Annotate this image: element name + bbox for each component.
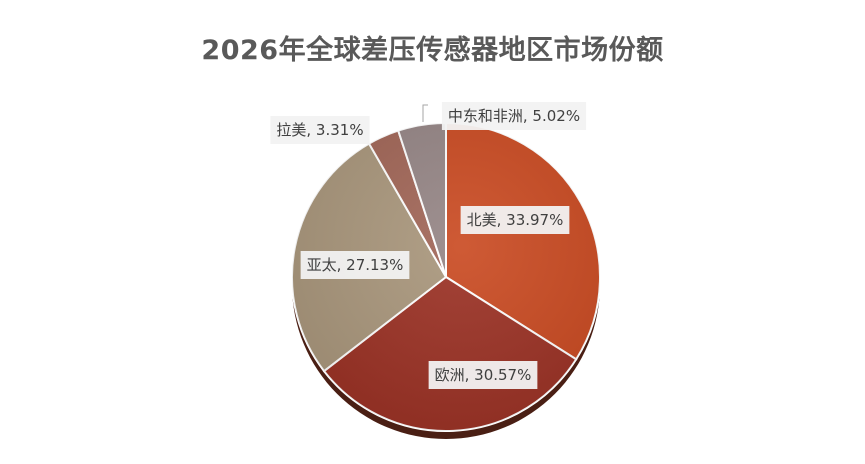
data-label-0: 北美, 33.97% — [460, 206, 570, 234]
data-label-box-1 — [428, 361, 538, 389]
data-label-3: 拉美, 3.31% — [270, 116, 370, 144]
data-label-box-2 — [300, 251, 410, 279]
data-label-1: 欧洲, 30.57% — [428, 361, 538, 389]
data-label-2: 亚太, 27.13% — [300, 251, 410, 279]
chart-title: 2026年全球差压传感器地区市场份额 — [201, 35, 664, 66]
data-label-box-3 — [270, 116, 370, 144]
data-label-4: 中东和非洲, 5.02% — [441, 102, 587, 130]
label-leader-line — [422, 104, 428, 122]
data-label-box-0 — [460, 206, 570, 234]
data-label-text-4: 中东和非洲, 5.02% — [448, 107, 580, 125]
pie-data-labels: 北美, 33.97% 欧洲, 30.57% 亚太, 27.13% 拉美, 3.31% 中… — [270, 102, 587, 389]
data-label-text-0: 北美, 33.97% — [467, 211, 564, 229]
data-label-box-4 — [441, 102, 587, 130]
data-label-text-2: 亚太, 27.13% — [307, 256, 404, 274]
pie-slices — [291, 121, 601, 439]
data-label-text-1: 欧洲, 30.57% — [435, 366, 532, 384]
data-label-text-3: 拉美, 3.31% — [276, 121, 363, 139]
